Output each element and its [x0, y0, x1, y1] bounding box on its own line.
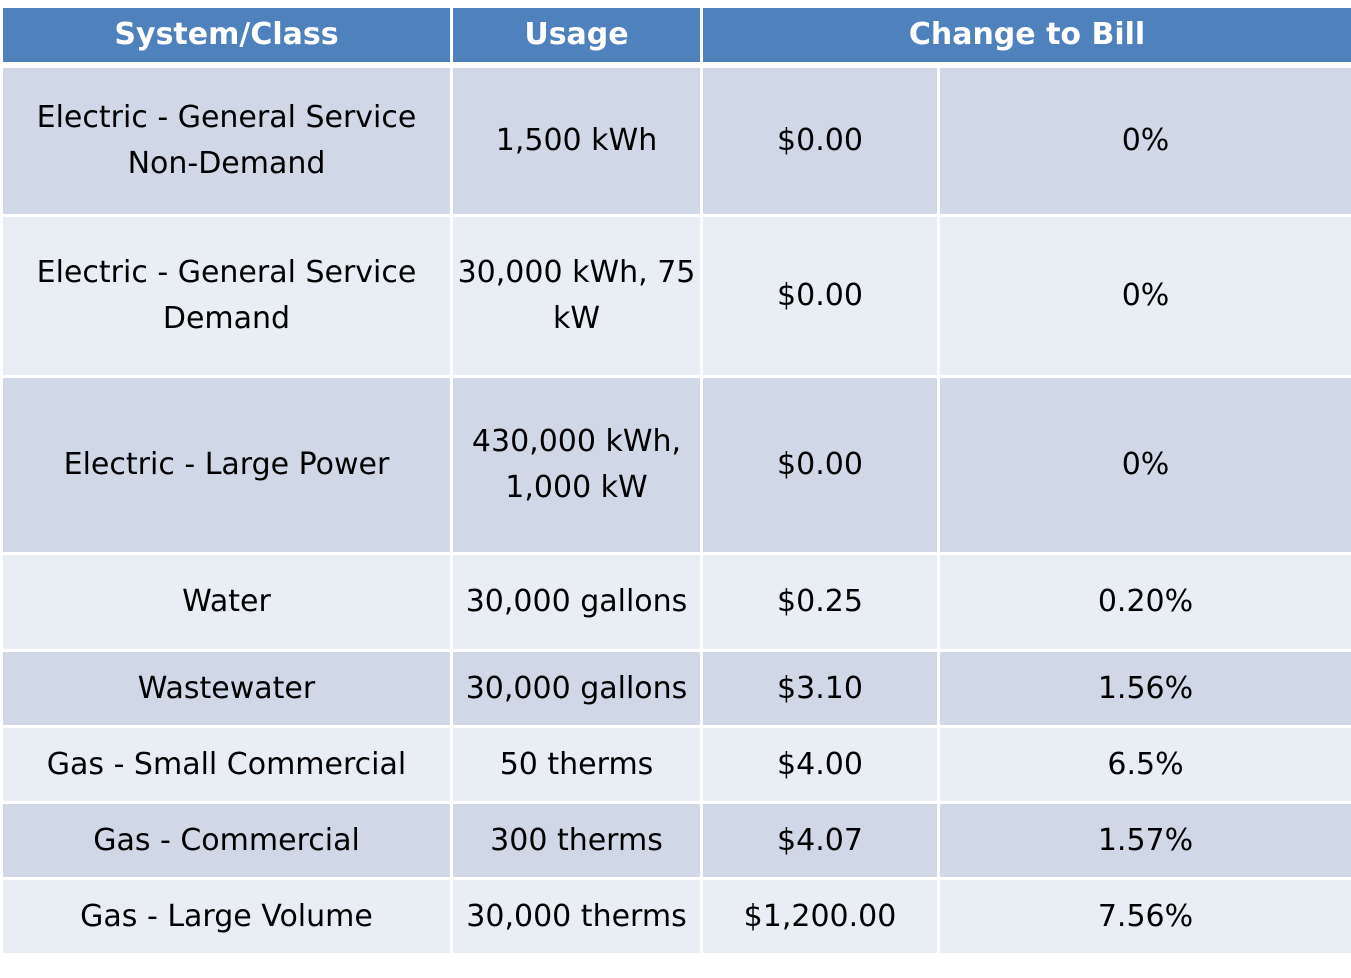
usage-cell: 30,000 kWh, 75 kW: [450, 214, 703, 378]
bill-impact-table: System/Class Usage Change to Bill Electr…: [0, 5, 1351, 956]
header-row: System/Class Usage Change to Bill: [0, 5, 1351, 68]
table-row: Electric - General Service Demand 30,000…: [0, 214, 1351, 378]
system-class-cell: Wastewater: [0, 649, 453, 728]
system-class-cell: Electric - General Service Non-Demand: [0, 63, 453, 217]
usage-cell: 1,500 kWh: [450, 63, 703, 217]
bill-change-dollars-cell: $1,200.00: [700, 877, 940, 956]
bill-change-dollars-cell: $0.00: [700, 375, 940, 555]
table-row: Electric - Large Power 430,000 kWh, 1,00…: [0, 375, 1351, 555]
table-row: Gas - Commercial 300 therms $4.07 1.57%: [0, 801, 1351, 880]
usage-cell: 300 therms: [450, 801, 703, 880]
system-class-cell: Water: [0, 552, 453, 652]
system-class-cell: Gas - Commercial: [0, 801, 453, 880]
usage-cell: 30,000 gallons: [450, 649, 703, 728]
bill-change-percent-cell: 7.56%: [936, 877, 1351, 956]
table-row: Electric - General Service Non-Demand 1,…: [0, 63, 1351, 217]
bill-change-dollars-cell: $0.00: [700, 214, 940, 378]
table-row: Water 30,000 gallons $0.25 0.20%: [0, 552, 1351, 652]
bill-change-percent-cell: 1.57%: [936, 801, 1351, 880]
bill-change-percent-cell: 0.20%: [936, 552, 1351, 652]
usage-cell: 30,000 therms: [450, 877, 703, 956]
bill-change-percent-cell: 1.56%: [936, 649, 1351, 728]
bill-change-percent-cell: 6.5%: [936, 725, 1351, 804]
system-class-cell: Electric - Large Power: [0, 375, 453, 555]
header-change-to-bill: Change to Bill: [699, 5, 1351, 68]
table-row: Gas - Large Volume 30,000 therms $1,200.…: [0, 877, 1351, 956]
table-row: Wastewater 30,000 gallons $3.10 1.56%: [0, 649, 1351, 728]
bill-change-dollars-cell: $3.10: [700, 649, 940, 728]
header-system-class: System/Class: [0, 5, 453, 68]
header-usage: Usage: [450, 5, 703, 68]
system-class-cell: Electric - General Service Demand: [0, 214, 453, 378]
system-class-cell: Gas - Large Volume: [0, 877, 453, 956]
usage-cell: 50 therms: [450, 725, 703, 804]
bill-change-percent-cell: 0%: [936, 375, 1351, 555]
bill-change-percent-cell: 0%: [936, 63, 1351, 217]
usage-cell: 30,000 gallons: [450, 552, 703, 652]
table-row: Gas - Small Commercial 50 therms $4.00 6…: [0, 725, 1351, 804]
system-class-cell: Gas - Small Commercial: [0, 725, 453, 804]
usage-cell: 430,000 kWh, 1,000 kW: [450, 375, 703, 555]
bill-change-dollars-cell: $4.00: [700, 725, 940, 804]
bill-change-dollars-cell: $0.00: [700, 63, 940, 217]
bill-change-dollars-cell: $0.25: [700, 552, 940, 652]
bill-change-dollars-cell: $4.07: [700, 801, 940, 880]
bill-change-percent-cell: 0%: [936, 214, 1351, 378]
